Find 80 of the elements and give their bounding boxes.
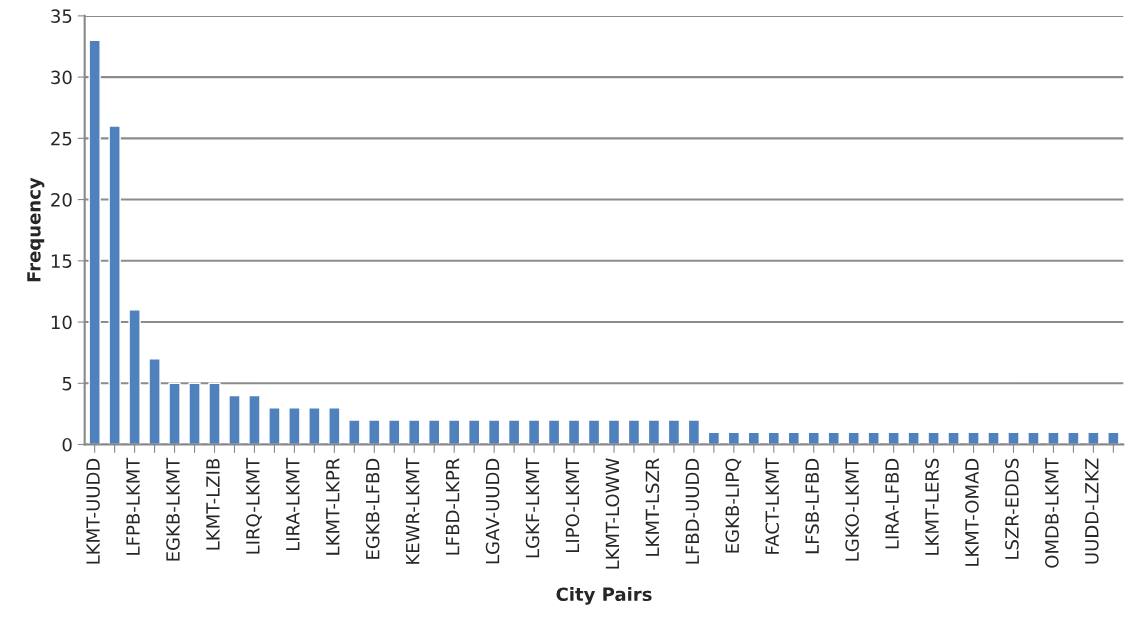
- bar: [1007, 431, 1020, 445]
- x-tick-label: LIRA-LFBD: [885, 458, 899, 549]
- x-tick-label: LKMT-LERS: [925, 458, 939, 555]
- x-tick-label: EGKB-LFBD: [365, 458, 380, 559]
- bar: [987, 431, 1000, 445]
- bar: [887, 431, 900, 445]
- bar: [1047, 431, 1060, 445]
- x-tick-label: LKMT-LOWW: [605, 458, 620, 569]
- x-tick-label: LKMT-OMAD: [965, 458, 979, 566]
- x-tick-label: FACT-LKMT: [765, 457, 780, 554]
- bar: [667, 419, 681, 445]
- bar: [547, 419, 561, 445]
- bar: [867, 431, 880, 445]
- bar: [647, 419, 661, 445]
- bar: [627, 419, 641, 445]
- bar: [348, 419, 361, 445]
- bar: [907, 431, 920, 445]
- bar: [1027, 431, 1040, 445]
- bar: [148, 358, 161, 445]
- bar: [288, 407, 301, 445]
- x-tick-label: UUDD-LZKZ: [1085, 458, 1099, 564]
- bar: [88, 39, 101, 445]
- x-tick-label: LFPB-LKMT: [126, 457, 140, 555]
- bar: [208, 382, 221, 445]
- bar: [567, 419, 581, 445]
- bar: [507, 419, 521, 445]
- bar: [1107, 431, 1120, 445]
- bar: [587, 419, 601, 445]
- bar: [248, 394, 261, 445]
- bar: [1087, 431, 1100, 445]
- bar: [388, 419, 401, 445]
- bar: [328, 407, 341, 445]
- x-tick-label: LFBD-UUDD: [685, 458, 700, 564]
- y-tick-label: 30: [51, 70, 72, 85]
- x-tick-label: OMDB-LKMT: [1045, 457, 1059, 568]
- bar: [607, 419, 621, 445]
- x-tick-label: LKMT-LZIB: [206, 458, 220, 550]
- bar: [308, 407, 321, 445]
- x-tick-label: EGKB-LIPQ: [725, 458, 742, 553]
- x-tick-label: LGKF-LKMT: [525, 457, 540, 558]
- bar: [188, 382, 201, 445]
- y-tick-label: 10: [51, 315, 72, 330]
- x-tick-label: KEWR-LKMT: [406, 457, 420, 564]
- bar: [947, 431, 960, 445]
- y-axis-title: Frequency: [27, 177, 45, 282]
- bar: [228, 394, 241, 445]
- x-tick-label: LIRQ-LKMT: [246, 457, 262, 554]
- x-tick-label: EGKB-LKMT: [166, 457, 180, 561]
- bar: [268, 407, 281, 445]
- x-tick-label: LIPO-LKMT: [565, 457, 580, 552]
- bar: [927, 431, 940, 445]
- x-tick-label: LKMT-LSZR: [645, 458, 660, 556]
- x-tick-label: LGKO-LKMT: [845, 457, 859, 561]
- y-tick-label: 35: [51, 9, 72, 23]
- bar: [487, 419, 501, 445]
- y-tick-label: 0: [62, 437, 72, 452]
- x-tick-label: LIRA-LKMT: [286, 457, 300, 551]
- bar: [527, 419, 541, 445]
- y-tick-label: 20: [51, 193, 72, 207]
- bar: [1067, 431, 1080, 445]
- bar: [128, 309, 141, 445]
- bar: [368, 419, 381, 445]
- bar: [967, 431, 980, 445]
- bar: [467, 419, 481, 445]
- y-tick-label: 25: [51, 131, 72, 146]
- x-axis-title: City Pairs: [556, 587, 652, 605]
- bar: [408, 419, 421, 445]
- x-tick-label: LFSB-LFBD: [805, 458, 819, 554]
- y-tick-label: 5: [62, 376, 72, 391]
- bar: [687, 419, 701, 445]
- bar: [168, 382, 181, 445]
- bar: [448, 419, 461, 445]
- x-tick-label: LKMT-LKPR: [326, 458, 340, 555]
- bar: [108, 125, 121, 445]
- x-tick-label: LGAV-UUDD: [485, 458, 500, 564]
- x-tick-label: LFBD-LKPR: [446, 458, 460, 555]
- x-tick-label: LSZR-EDDS: [1005, 458, 1019, 559]
- y-tick-label: 15: [51, 254, 72, 268]
- x-tick-label: LKMT-UUDD: [86, 458, 100, 564]
- bar: [428, 419, 441, 445]
